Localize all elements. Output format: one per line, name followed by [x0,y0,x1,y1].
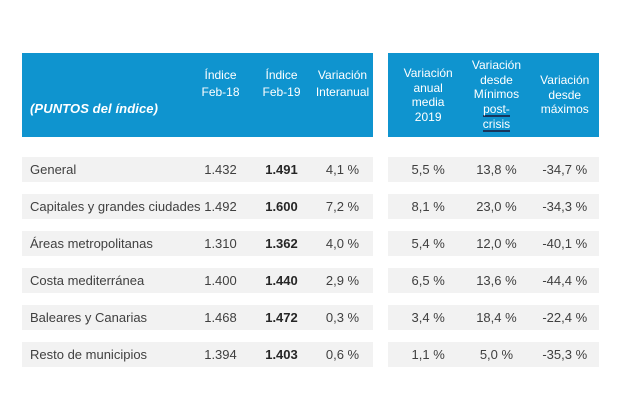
header-line: Mínimos [473,87,520,102]
corner-label: (PUNTOS del índice) [30,101,159,116]
cell-variacion-interanual: 4,0 % [325,236,360,251]
cell-indice-feb18: 1.468 [204,310,237,325]
table-row-baleares-canarias: Baleares y Canarias 1.468 1.472 0,3 % 3,… [0,305,630,330]
header-line: post- [462,102,530,117]
cell-indice-feb19: 1.362 [265,236,298,251]
header-line: Índice [204,68,237,82]
cell-variacion-anual-media: 3,4 % [411,310,445,325]
cell-indice-feb19: 1.472 [265,310,298,325]
row-label: Baleares y Canarias [30,310,148,325]
col-header-variacion-interanual: Variación Interanual [312,53,373,137]
col-header-variacion-anual-media: Variación anual media 2019 [394,53,462,137]
header-line: máximos [540,102,589,117]
header-line: Variación [540,73,590,88]
header-line: Feb-18 [201,85,240,99]
cell-variacion-desde-maximos: -22,4 % [542,310,588,325]
underlined-text-post: post- [483,101,510,117]
table-row-areas-metropolitanas: Áreas metropolitanas 1.310 1.362 4,0 % 5… [0,231,630,256]
col-header-variacion-desde-minimos: Variación desde Mínimos post- crisis [462,53,530,137]
cell-variacion-desde-minimos: 18,4 % [476,310,517,325]
table-body: General 1.432 1.491 4,1 % 5,5 % 13,8 % -… [0,157,630,367]
cell-variacion-desde-maximos: -35,3 % [542,347,588,362]
cell-indice-feb18: 1.492 [204,199,237,214]
cell-variacion-desde-maximos: -40,1 % [542,236,588,251]
table-row-capitales: Capitales y grandes ciudades 1.492 1.600… [0,194,630,219]
cell-variacion-desde-minimos: 5,0 % [479,347,514,362]
cell-variacion-anual-media: 6,5 % [411,273,445,288]
header-line: crisis [462,117,530,132]
header-line: Interanual [315,85,370,99]
cell-variacion-anual-media: 8,1 % [411,199,445,214]
row-label: Capitales y grandes ciudades [30,199,201,214]
cell-indice-feb19: 1.403 [265,347,298,362]
cell-variacion-desde-minimos: 12,0 % [476,236,517,251]
table-row-resto-municipios: Resto de municipios 1.394 1.403 0,6 % 1,… [0,342,630,367]
cell-variacion-interanual: 2,9 % [325,273,360,288]
cell-variacion-interanual: 7,2 % [325,199,360,214]
header-line: Variación [317,68,368,82]
header-line: desde [548,87,582,102]
cell-indice-feb19: 1.600 [265,199,298,214]
cell-variacion-interanual: 0,6 % [325,347,360,362]
cell-indice-feb18: 1.394 [204,347,237,362]
cell-variacion-anual-media: 5,4 % [411,236,445,251]
header-line: Índice [265,68,298,82]
cell-variacion-interanual: 0,3 % [325,310,360,325]
table-row-costa-mediterranea: Costa mediterránea 1.400 1.440 2,9 % 6,5… [0,268,630,293]
header-line: anual [413,80,443,95]
table-header-left: (PUNTOS del índice) Índice Feb-18 Índice… [22,53,373,137]
cell-indice-feb18: 1.400 [204,273,237,288]
underlined-text-crisis: crisis [482,116,511,132]
cell-variacion-desde-maximos: -34,3 % [542,199,588,214]
header-line: 2019 [414,109,442,124]
cell-variacion-interanual: 4,1 % [325,162,360,177]
cell-indice-feb19: 1.491 [265,162,298,177]
cell-variacion-desde-minimos: 13,8 % [476,162,517,177]
cell-variacion-desde-maximos: -44,4 % [542,273,588,288]
cell-variacion-anual-media: 1,1 % [411,347,445,362]
row-label: Resto de municipios [30,347,148,362]
row-label: Áreas metropolitanas [30,236,153,251]
header-line: Variación [471,58,522,73]
table-row-general: General 1.432 1.491 4,1 % 5,5 % 13,8 % -… [0,157,630,182]
row-label: General [30,162,77,177]
header-line: desde [480,72,513,87]
row-label: Costa mediterránea [30,273,145,288]
col-header-indice-feb18: Índice Feb-18 [190,53,251,137]
cell-variacion-desde-minimos: 13,6 % [476,273,517,288]
col-header-indice-feb19: Índice Feb-19 [251,53,312,137]
cell-indice-feb19: 1.440 [265,273,298,288]
cell-indice-feb18: 1.310 [204,236,237,251]
cell-variacion-anual-media: 5,5 % [411,162,445,177]
cell-variacion-desde-minimos: 23,0 % [476,199,517,214]
header-line: media [411,95,445,109]
col-header-variacion-desde-maximos: Variación desde máximos [531,53,599,137]
header-line: Feb-19 [262,85,301,99]
table-header-right: Variación anual media 2019 Variación des… [388,53,599,137]
cell-indice-feb18: 1.432 [204,162,237,177]
cell-variacion-desde-maximos: -34,7 % [542,162,588,177]
header-line: Variación [403,66,453,80]
